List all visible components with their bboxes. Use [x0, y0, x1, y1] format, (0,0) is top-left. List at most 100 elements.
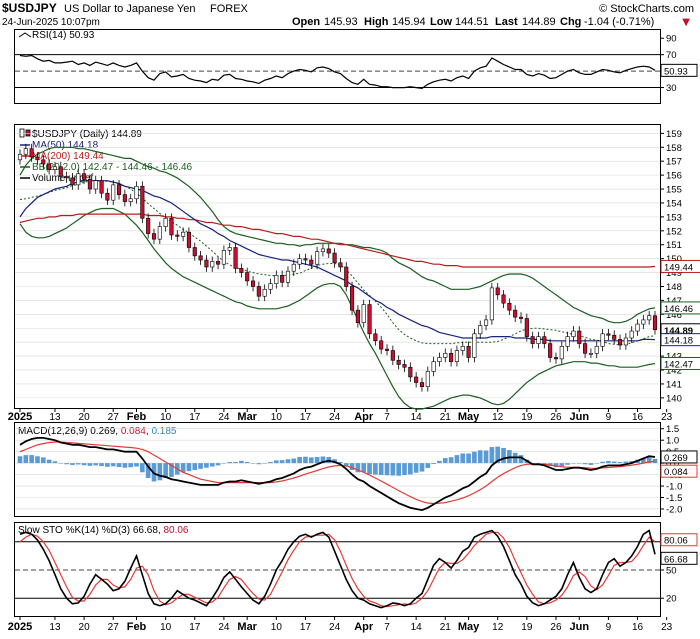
macd-histogram-bar — [46, 459, 52, 464]
price-tag-142.47-box — [660, 356, 700, 370]
candle-body — [320, 248, 325, 252]
line-swatch-icon — [18, 32, 32, 38]
candle-body — [274, 275, 279, 285]
candle-body — [606, 333, 611, 336]
price-tick-label: 151 — [666, 240, 682, 251]
x-tick-label: 23 — [661, 622, 673, 633]
macd-histogram-bar — [402, 463, 407, 476]
macd-label-prefix: MACD(12,26,9) — [18, 426, 87, 437]
macd-histogram-bar — [35, 456, 40, 464]
sto-tag-66.68-box — [660, 551, 698, 565]
macd-histogram-bar — [518, 455, 524, 464]
candle-body — [186, 231, 191, 248]
sto-legend: Slow STO %K(14) %D(3) 66.68, 80.06 — [18, 525, 189, 536]
price-tag-149.44: 149.44 — [664, 262, 693, 273]
x-tick-label: 10 — [271, 412, 283, 423]
candle-body — [17, 153, 23, 161]
chart-exchange: FOREX — [210, 3, 249, 15]
macd-histogram-bar — [163, 463, 168, 479]
macd-histogram-bar — [559, 463, 565, 467]
chart-watermark: © StockCharts.com — [599, 3, 694, 15]
candle-body — [151, 233, 157, 240]
macd-histogram-bar — [29, 455, 34, 464]
macd-histogram-bar — [343, 463, 349, 467]
price-tick-label: 158 — [666, 143, 682, 154]
axis-layer: 90 70 50 30 50.93 159 158 157 156 155 154 153 152 151… — [8, 34, 700, 633]
macd-histogram-bar — [70, 463, 75, 465]
macd-histogram-bar — [64, 463, 69, 465]
macd-histogram-bar — [466, 453, 471, 464]
macd-histogram-bar — [221, 463, 227, 464]
macd-histogram-bar — [437, 460, 442, 464]
candle-body — [583, 343, 588, 354]
candle-body — [530, 336, 535, 344]
chg-value: -1.04 (-0.71%) — [584, 16, 654, 28]
x-tick-label: 9 — [606, 412, 612, 423]
price-tag-144.18: 144.18 — [664, 336, 693, 347]
low-label: Low — [430, 16, 452, 28]
candle-body — [140, 185, 145, 219]
x-tick-label: 26 — [550, 412, 562, 423]
candle-body — [116, 184, 122, 195]
macd-comma-1: , — [115, 426, 121, 437]
candle-body — [548, 343, 553, 358]
macd-histogram-bar — [448, 457, 454, 464]
macd-tick-label: 1.0 — [666, 436, 679, 447]
candle-body — [93, 180, 98, 190]
macd-signal-line — [19, 441, 656, 505]
candle-body — [332, 252, 337, 264]
macd-histogram-bar — [285, 459, 291, 464]
price-tick-label: 148 — [666, 282, 682, 293]
candle-body — [245, 272, 250, 282]
macd-histogram-bar — [274, 460, 279, 464]
x-tick-label: Apr — [354, 411, 374, 423]
candle-icon — [25, 129, 31, 137]
macd-histogram-bar — [186, 463, 192, 472]
macd-histogram-bar — [442, 458, 448, 464]
candle-body — [315, 251, 320, 265]
macd-histogram-bar — [40, 457, 46, 464]
macd-histogram-bar — [105, 463, 110, 467]
macd-histogram-bar — [233, 461, 238, 464]
ma50-line — [19, 180, 656, 342]
macd-tick-label: 0.0 — [666, 459, 679, 470]
x-tick-label: 9 — [606, 622, 612, 633]
candle-body — [23, 148, 28, 155]
candle-body — [466, 346, 471, 358]
macd-histogram-bar — [239, 460, 244, 464]
candle-body — [41, 159, 46, 165]
candle-body — [367, 304, 372, 335]
macd-histogram-bar — [646, 457, 652, 464]
x-tick-label: 13 — [49, 622, 61, 633]
macd-histogram-bar — [244, 461, 250, 464]
high-label: High — [364, 16, 389, 28]
macd-histogram-bar — [396, 463, 401, 476]
price-legend-item: Volume undef — [32, 173, 93, 184]
candle-body — [210, 261, 215, 268]
price-tick-label: 142 — [666, 366, 682, 377]
price-tick-label: 140 — [666, 393, 682, 404]
chart-symbol: $USDJPY — [2, 1, 57, 15]
macd-histogram-bar — [431, 463, 436, 465]
sto-tag-66.68: 66.68 — [664, 554, 688, 565]
candle-body — [76, 173, 81, 186]
price-tick-label: 157 — [666, 157, 682, 168]
candle-body — [29, 148, 34, 158]
price-tick-label: 149 — [666, 268, 682, 279]
sto-comma: , — [158, 525, 164, 536]
candle-body — [478, 325, 483, 335]
candle-body — [52, 166, 58, 170]
candle-body — [105, 192, 110, 201]
rsi-tick-label: 90 — [666, 34, 677, 45]
macd-histogram-bar — [122, 463, 128, 468]
x-tick-label: 27 — [108, 412, 120, 423]
x-tick-label: 20 — [79, 412, 91, 423]
price-tag-142.47: 142.47 — [664, 359, 693, 370]
x-tick-label: 10 — [160, 412, 172, 423]
bb-upper-line — [19, 146, 656, 324]
macd-tick-label: 1.5 — [666, 424, 679, 435]
candle-body — [489, 287, 494, 321]
macd-histogram-bar — [606, 461, 611, 464]
macd-signal-value: 0.084 — [121, 426, 146, 437]
